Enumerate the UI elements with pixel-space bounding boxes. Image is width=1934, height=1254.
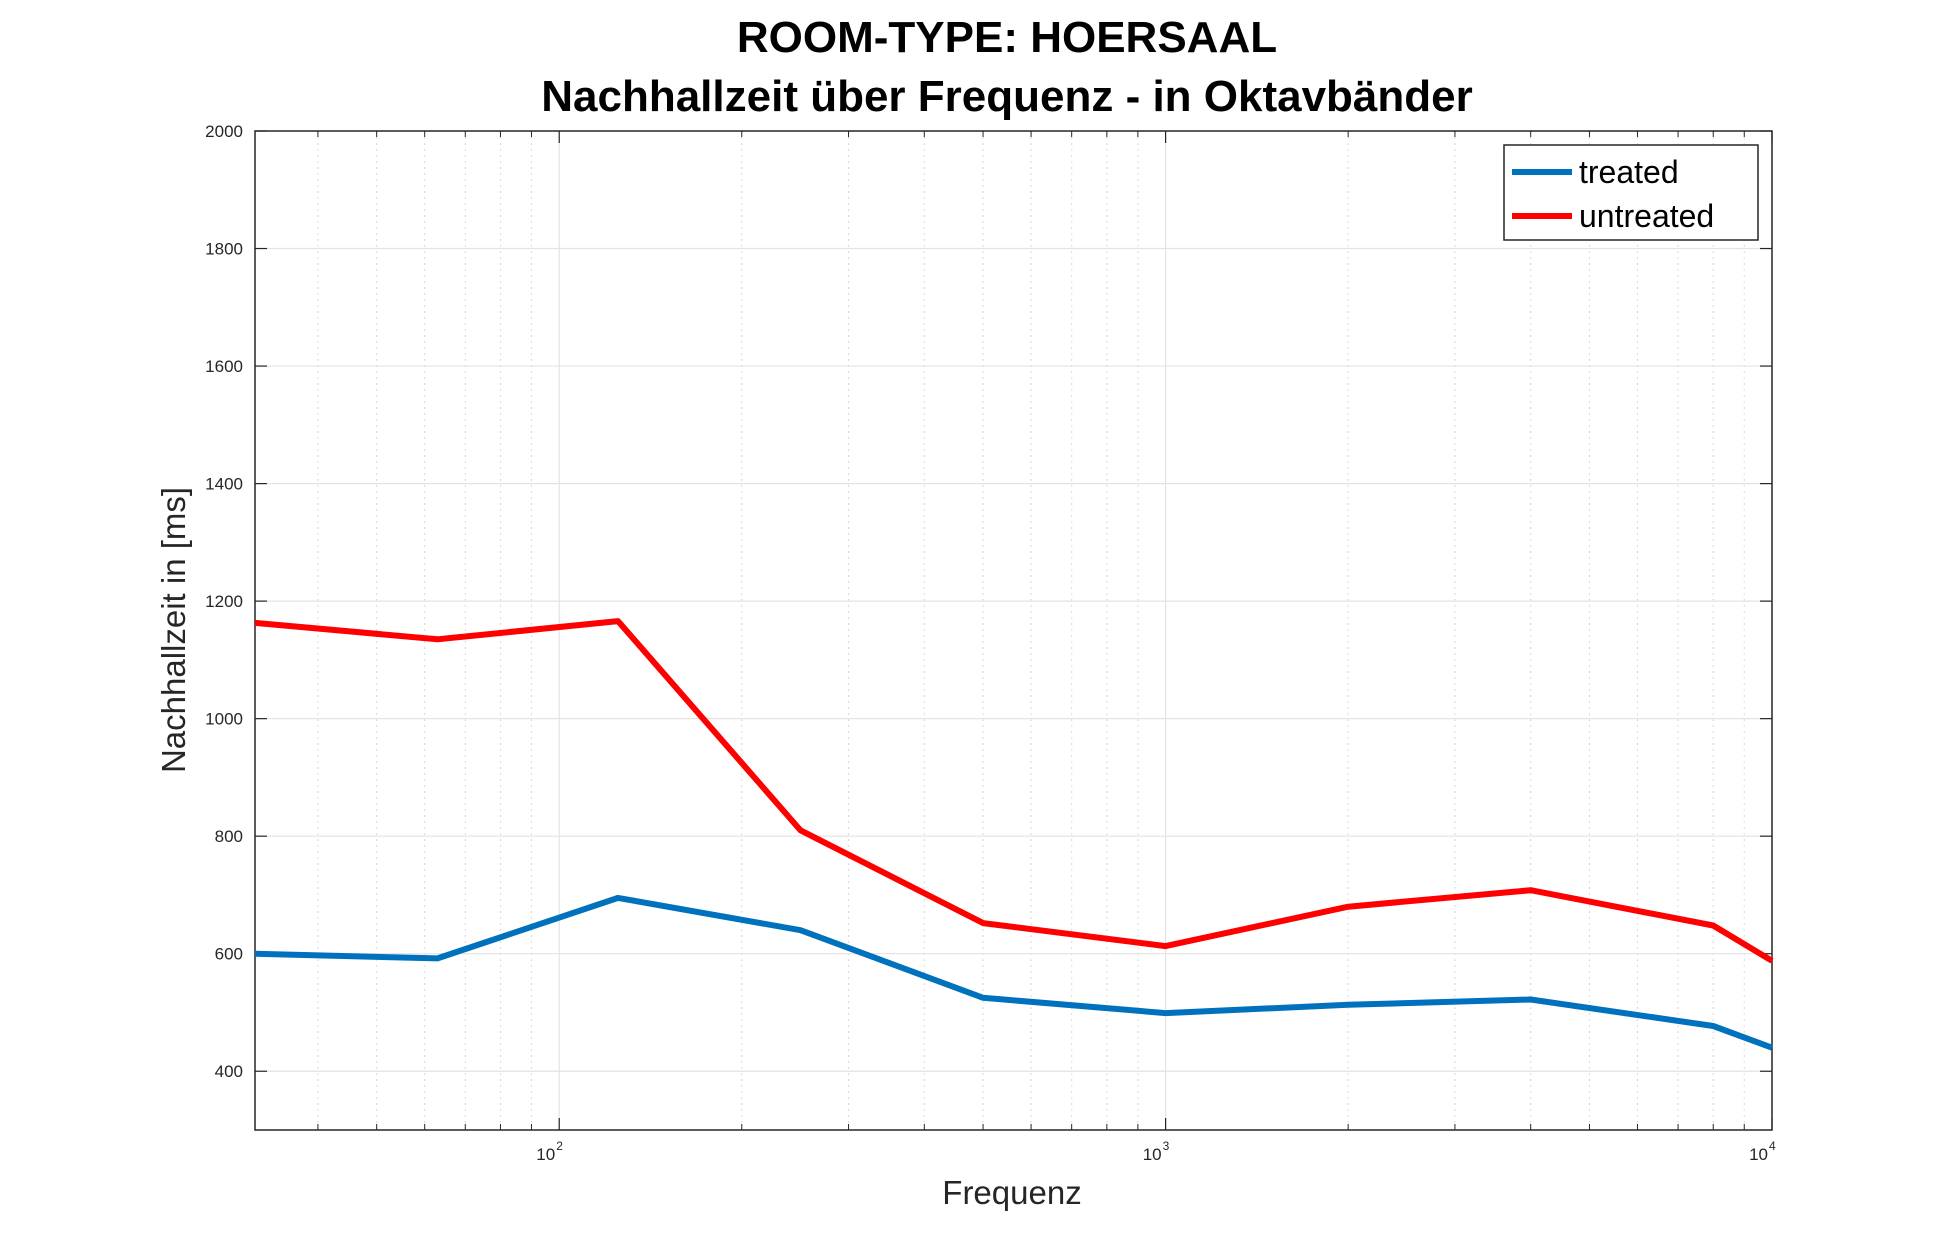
legend-box: [1503, 144, 1759, 241]
x-tick-label: 10: [1143, 1145, 1162, 1164]
chart-title-line-2: Nachhallzeit über Frequenz - in Oktavbän…: [541, 72, 1473, 121]
y-tick-label: 1000: [205, 710, 243, 729]
data-series: [254, 618, 1774, 1051]
x-tick-label: 10: [536, 1145, 555, 1164]
legend: treated untreated: [1503, 144, 1759, 241]
series-line-untreated: [254, 618, 1774, 964]
y-tick-label: 2000: [205, 122, 243, 141]
axes-box: [254, 130, 1773, 1131]
x-tick-label: 10: [1749, 1145, 1768, 1164]
y-tick-label: 1400: [205, 475, 243, 494]
x-axis-label: Frequenz: [942, 1174, 1081, 1211]
x-tick-label-exponent: 2: [556, 1139, 563, 1153]
tick-labels: 10 2 10 3 10 44006008001000120014001600180020…: [205, 122, 1776, 1164]
y-tick-label: 1600: [205, 357, 243, 376]
y-tick-label: 800: [215, 827, 243, 846]
y-tick-label: 1200: [205, 592, 243, 611]
legend-label-untreated: untreated: [1579, 198, 1714, 234]
y-tick-label: 600: [215, 945, 243, 964]
legend-label-treated: treated: [1579, 154, 1679, 190]
x-tick-label-exponent: 4: [1769, 1139, 1776, 1153]
chart-title-line-1: ROOM-TYPE: HOERSAAL: [737, 13, 1277, 62]
y-tick-label: 400: [215, 1062, 243, 1081]
series-line-treated: [254, 894, 1774, 1051]
y-axis-label: Nachhallzeit in [ms]: [155, 487, 192, 773]
plot-area: [255, 131, 1772, 1130]
x-tick-label-exponent: 3: [1163, 1139, 1170, 1153]
y-tick-label: 1800: [205, 240, 243, 259]
